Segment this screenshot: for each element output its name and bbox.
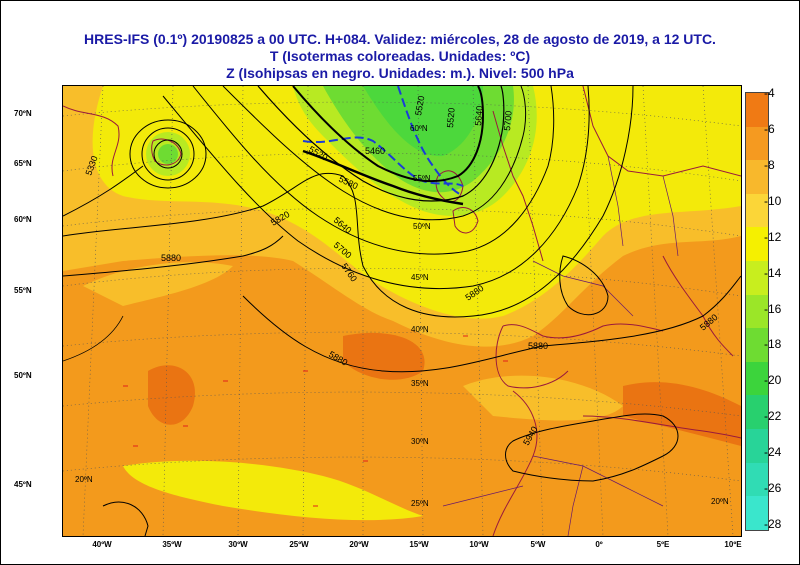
lon-label: 10ºW	[469, 540, 489, 549]
isohypse-major	[302, 149, 464, 206]
colorbar-segment	[746, 126, 768, 161]
colorbar-label: -10	[764, 193, 782, 208]
lon-label: 40ºW	[92, 540, 112, 549]
colorbar-label: -4	[764, 86, 775, 100]
title-geopotential: Z (Isohipsas en negro. Unidades: m.). Ni…	[226, 65, 574, 81]
warm-patch	[623, 382, 741, 446]
inner-lat-label: 60ºN	[410, 124, 428, 133]
colorbar-segment	[746, 496, 768, 530]
lat-label: 45ºN	[14, 480, 32, 489]
colorbar-segment	[746, 93, 768, 127]
inner-lat-label: 40ºN	[411, 325, 429, 334]
isotherm-dashed	[397, 86, 464, 197]
isotherm-marks	[123, 335, 508, 507]
colorbar-segment	[746, 193, 768, 228]
cool-band-south	[123, 460, 423, 521]
colorbar-label: -14	[764, 265, 782, 280]
mild-patch	[83, 262, 233, 306]
borders	[442, 155, 679, 536]
colorbar-segment	[746, 429, 768, 463]
colorbar-label: -24	[764, 445, 782, 460]
isohypse-label: 5880	[528, 341, 548, 351]
lat-label: 60ºN	[14, 215, 32, 224]
inner-lat-label: 25ºN	[411, 499, 429, 508]
isohypse-label: 5520	[413, 95, 426, 116]
colorbar-label: -12	[764, 229, 782, 244]
isohypse-label: 5520	[445, 107, 457, 128]
warm-patch	[148, 365, 195, 425]
colorbar-label: -6	[764, 121, 775, 136]
colorbar-segment	[746, 227, 768, 262]
colorbar-segment	[746, 328, 768, 362]
colorbar-segment	[746, 160, 768, 194]
isohypse-label: 5460	[365, 146, 385, 156]
weather-map: 60ºN 55ºN 50ºN 45ºN 40ºN 35ºN 30ºN 25ºN …	[62, 85, 742, 537]
lat-label: 50ºN	[14, 371, 32, 380]
isohypse-label: 5880	[161, 253, 181, 263]
graticule	[63, 86, 741, 536]
inner-lat-label: 50ºN	[413, 222, 431, 231]
colorbar-label: -18	[764, 337, 782, 352]
colorbar-segment	[746, 294, 768, 329]
lon-label: 25ºW	[289, 540, 309, 549]
isohypses	[63, 86, 741, 536]
lon-label: 10ºE	[724, 540, 742, 549]
lon-label: 5ºW	[530, 540, 546, 549]
isohypse-label: 5640	[473, 105, 485, 126]
inner-lat-label: 45ºN	[411, 273, 429, 282]
lon-label: 0º	[595, 540, 603, 549]
lat-label: 70ºN	[14, 109, 32, 118]
lon-label: 20ºW	[349, 540, 369, 549]
lon-label: 30ºW	[228, 540, 248, 549]
colorbar-label: -8	[764, 157, 775, 172]
colorbar-segment	[746, 395, 768, 430]
inner-lat-label: 35ºN	[411, 379, 429, 388]
inner-lat-label: 30ºN	[411, 437, 429, 446]
colorbar-segment	[746, 261, 768, 295]
isohypse-label: 5700	[502, 110, 514, 131]
colorbar-label: -28	[764, 517, 782, 531]
colorbar-label: -20	[764, 373, 782, 388]
lat-label: 55ºN	[14, 286, 32, 295]
colorbar-segment	[746, 462, 768, 497]
mild-patch	[463, 375, 623, 421]
map-canvas: 60ºN 55ºN 50ºN 45ºN 40ºN 35ºN 30ºN 25ºN …	[63, 86, 741, 536]
colorbar-label: -22	[764, 409, 782, 424]
temperature-colorbar	[745, 92, 769, 531]
inner-lat-label: 20ºN	[75, 475, 93, 484]
title-temperature: T (Isotermas coloreadas. Unidades: ºC)	[269, 48, 531, 64]
colorbar-segment	[746, 361, 768, 396]
lon-label: 35ºW	[162, 540, 182, 549]
cold-trough-center	[363, 86, 483, 157]
lon-label: 5ºE	[656, 540, 670, 549]
cutoff-isohypses	[129, 119, 207, 189]
cutoff-low-core	[158, 144, 178, 164]
colorbar-label: -26	[764, 481, 782, 496]
inner-lat-label: 55ºN	[413, 174, 431, 183]
title-model-run: HRES-IFS (0.1º) 20190825 a 00 UTC. H+084…	[84, 31, 716, 47]
inner-lat-label: 20ºN	[711, 497, 729, 506]
colorbar-label: -16	[764, 301, 782, 316]
lon-label: 15ºW	[409, 540, 429, 549]
lat-label: 65ºN	[14, 159, 32, 168]
